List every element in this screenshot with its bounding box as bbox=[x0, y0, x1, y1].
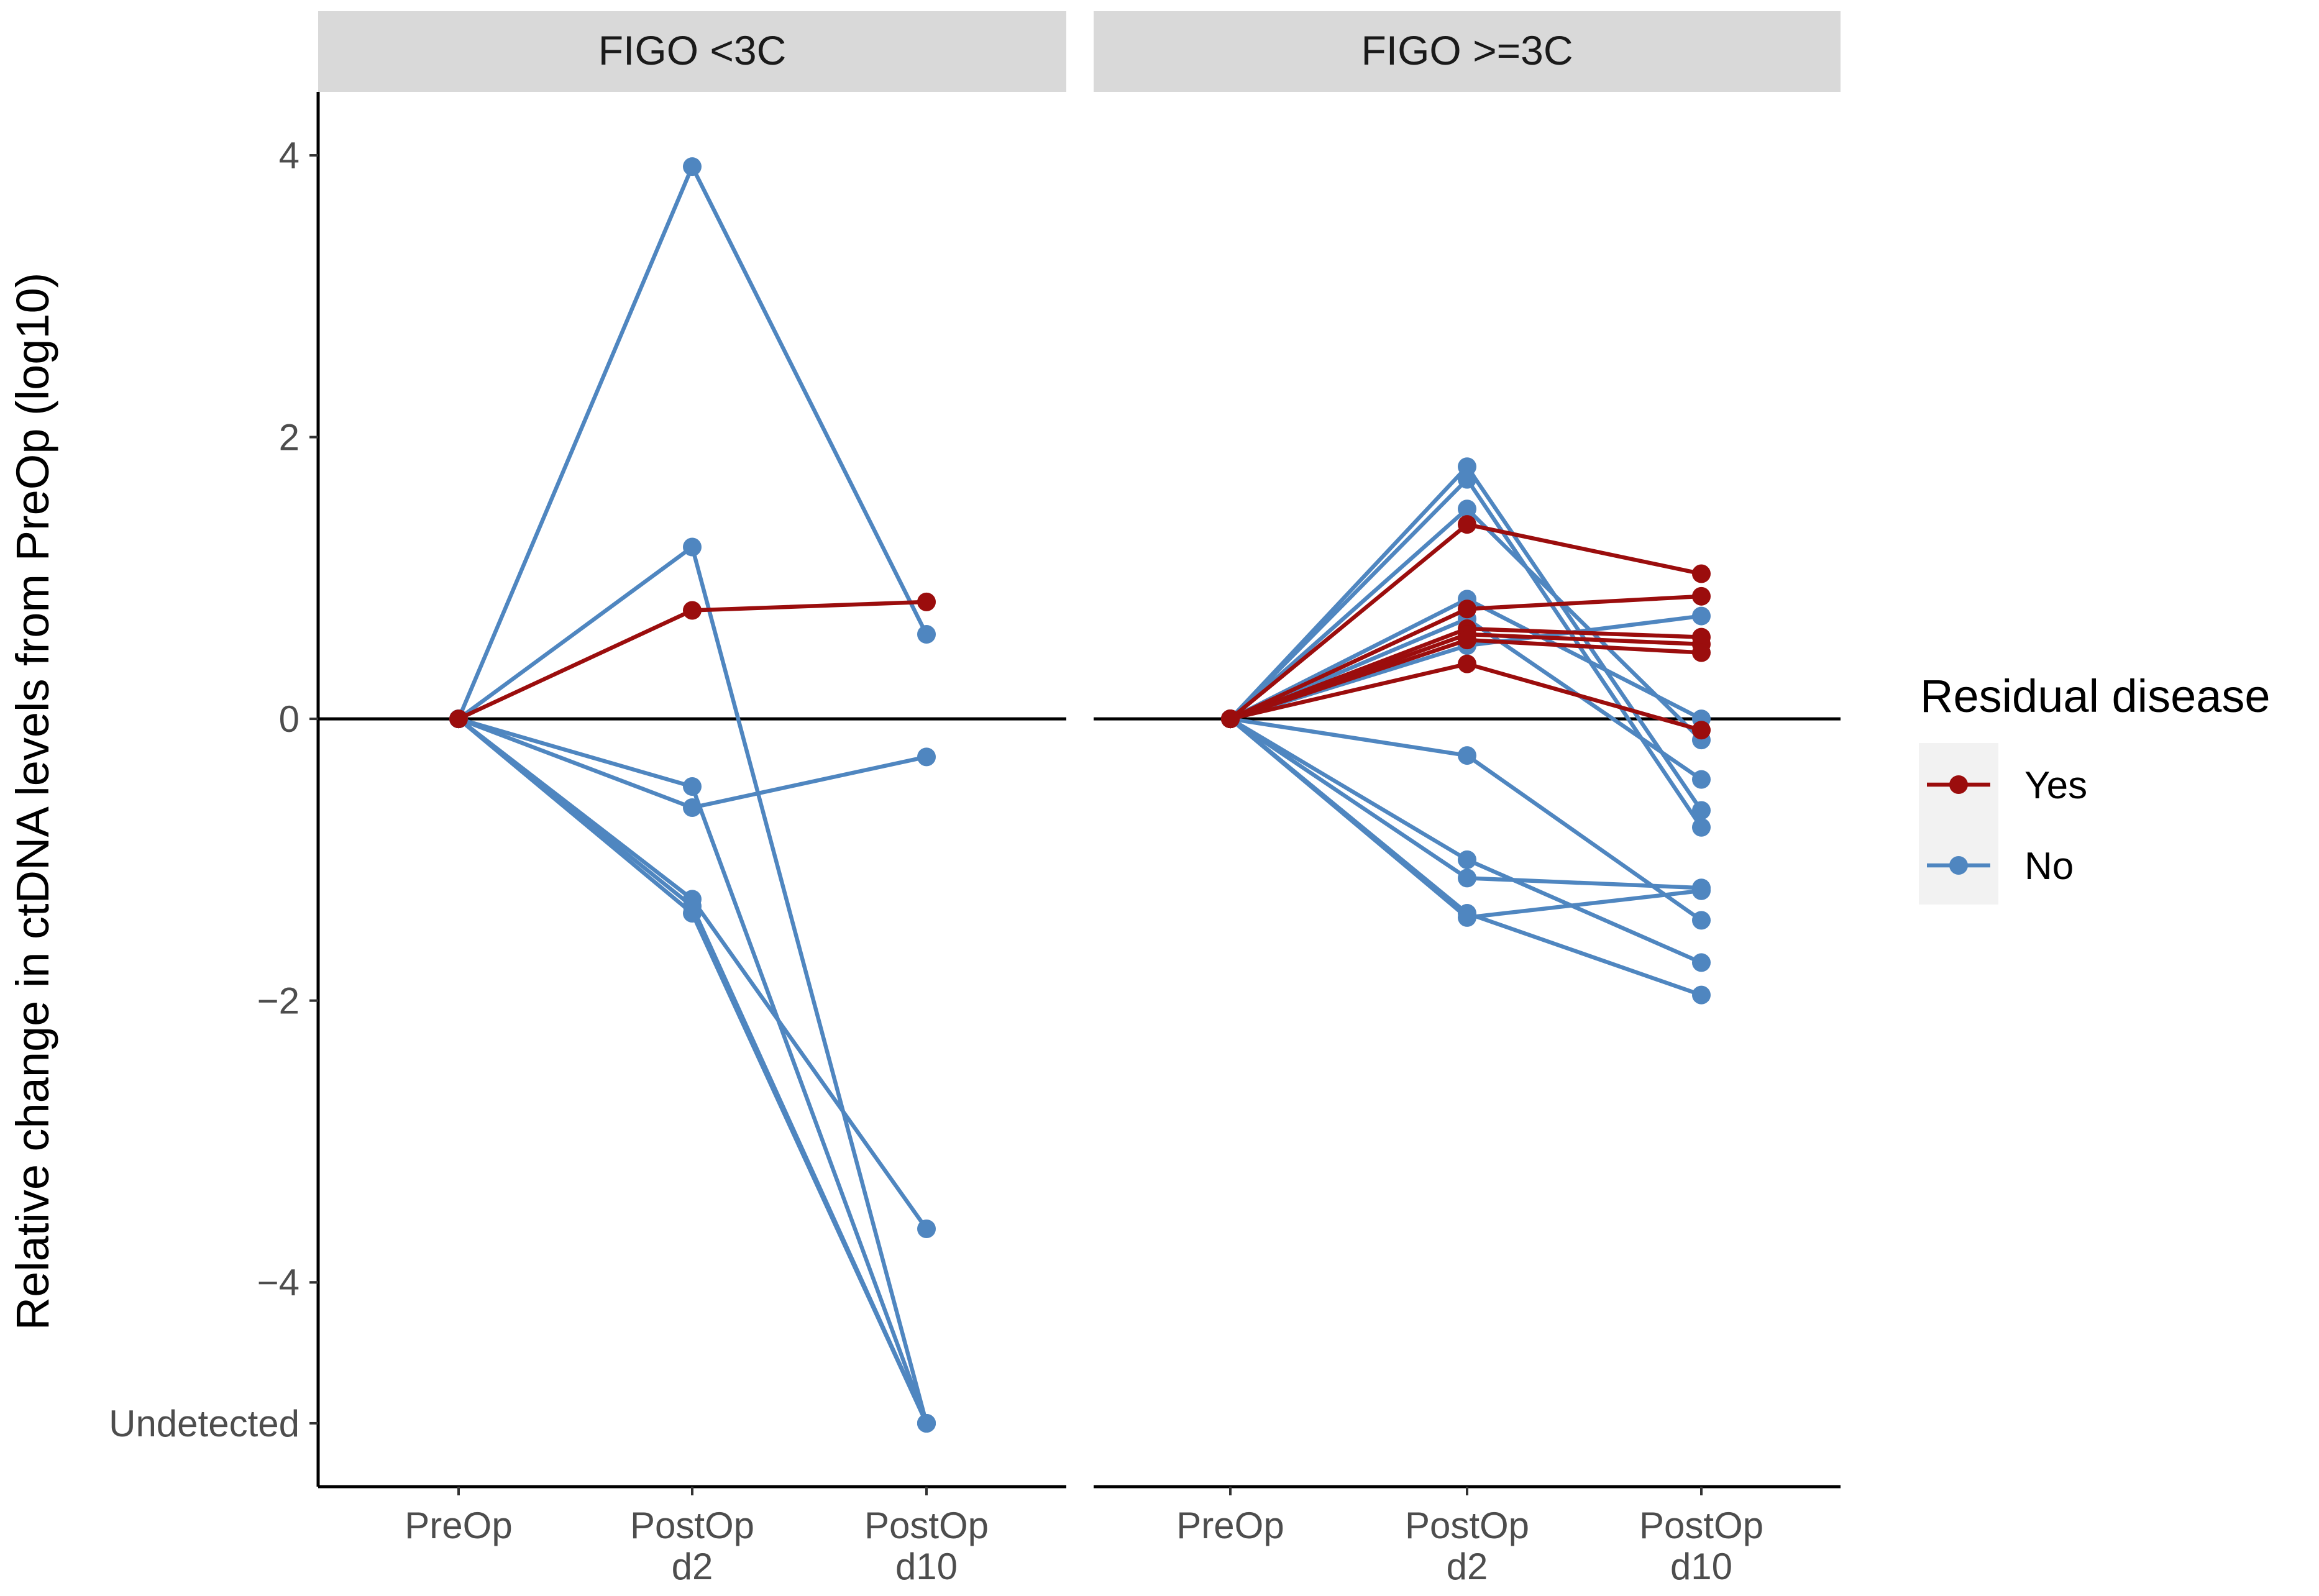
series-path bbox=[457, 164, 928, 720]
data-point bbox=[917, 1220, 936, 1239]
y-axis-title: Relative change in ctDNA levels from Pre… bbox=[7, 273, 58, 1331]
data-point bbox=[1692, 911, 1711, 930]
data-point bbox=[917, 625, 936, 644]
legend: Residual disease Yes No bbox=[1919, 670, 2271, 905]
series-line-no bbox=[1221, 709, 1711, 927]
data-point bbox=[1458, 499, 1476, 519]
data-point bbox=[1692, 606, 1711, 626]
y-tick-label: 4 bbox=[279, 135, 300, 176]
legend-key-box bbox=[1919, 743, 1998, 905]
x-tick-label: d2 bbox=[1447, 1546, 1488, 1587]
legend-key-no bbox=[1927, 856, 1990, 875]
x-tick-label: PostOp bbox=[630, 1505, 754, 1546]
series-path bbox=[457, 717, 928, 1425]
y-tick-label: Undetected bbox=[109, 1403, 300, 1444]
legend-key-point bbox=[1949, 856, 1968, 875]
series-line-no bbox=[449, 709, 936, 817]
data-point bbox=[917, 1413, 936, 1433]
series-line-yes bbox=[1221, 654, 1711, 740]
data-point bbox=[1458, 515, 1476, 534]
x-tick-label: d2 bbox=[672, 1546, 713, 1587]
legend-key-point bbox=[1949, 775, 1968, 794]
data-point bbox=[1692, 953, 1711, 972]
data-point bbox=[1458, 746, 1476, 765]
data-point bbox=[1692, 643, 1711, 662]
data-point bbox=[683, 798, 702, 817]
panel-strip bbox=[318, 11, 1066, 92]
x-tick-label: PostOp bbox=[1639, 1505, 1763, 1546]
data-point bbox=[1458, 631, 1476, 650]
panel-title: FIGO >=3C bbox=[1361, 27, 1573, 73]
legend-label-yes: Yes bbox=[2024, 764, 2087, 807]
data-point bbox=[683, 157, 702, 176]
data-point bbox=[683, 601, 702, 620]
series-path bbox=[457, 545, 929, 1424]
series-path bbox=[457, 717, 928, 1425]
data-point bbox=[1221, 709, 1240, 729]
series-line-no bbox=[449, 709, 936, 1433]
legend-title: Residual disease bbox=[1920, 670, 2271, 722]
data-point bbox=[683, 904, 702, 923]
series-line-no bbox=[449, 709, 936, 1433]
series-line-yes bbox=[449, 592, 936, 729]
x-tick-label: d10 bbox=[1670, 1546, 1732, 1587]
panel-title: FIGO <3C bbox=[598, 27, 787, 73]
y-tick-label: 2 bbox=[279, 417, 300, 458]
y-tick-label: −4 bbox=[257, 1262, 300, 1303]
data-point bbox=[1692, 721, 1711, 740]
x-tick-label: PreOp bbox=[1176, 1505, 1284, 1546]
x-tick-label: PostOp bbox=[864, 1505, 989, 1546]
series-path bbox=[458, 716, 929, 1425]
data-point bbox=[1692, 881, 1711, 900]
x-tick-label: d10 bbox=[895, 1546, 958, 1587]
legend-label-no: No bbox=[2024, 845, 2074, 888]
x-tick-label: PostOp bbox=[1405, 1505, 1529, 1546]
legend-key-yes bbox=[1927, 775, 1990, 794]
series-line-no bbox=[449, 709, 936, 1433]
data-point bbox=[449, 709, 468, 729]
series-line-no bbox=[449, 537, 936, 1433]
y-tick-label: 0 bbox=[279, 698, 300, 740]
data-point bbox=[1458, 869, 1476, 888]
series-line-no bbox=[449, 157, 936, 729]
data-point bbox=[1692, 985, 1711, 1005]
data-point bbox=[1692, 818, 1711, 837]
series-line-yes bbox=[1221, 631, 1711, 729]
data-point bbox=[1458, 654, 1476, 673]
data-point bbox=[683, 537, 702, 557]
data-point bbox=[1458, 850, 1476, 869]
data-point bbox=[1692, 564, 1711, 583]
data-point bbox=[917, 747, 936, 767]
data-point bbox=[683, 777, 702, 796]
y-tick-label: −2 bbox=[257, 980, 300, 1022]
panel-strip bbox=[1094, 11, 1841, 92]
data-point bbox=[1692, 586, 1711, 606]
data-point bbox=[1458, 600, 1476, 619]
data-point bbox=[1458, 470, 1476, 489]
data-point bbox=[1692, 801, 1711, 820]
data-point bbox=[917, 592, 936, 611]
data-point bbox=[1458, 908, 1476, 927]
data-point bbox=[1692, 770, 1711, 789]
x-tick-label: PreOp bbox=[405, 1505, 512, 1546]
